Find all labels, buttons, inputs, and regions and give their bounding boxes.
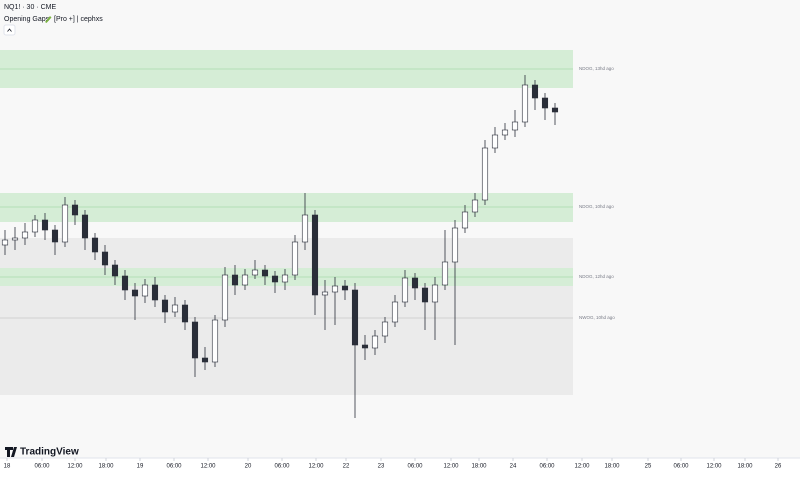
- edit-icon[interactable]: [45, 16, 52, 23]
- x-tick-label: 25: [645, 464, 652, 470]
- brand-logo: [5, 447, 17, 457]
- candle-body: [271, 275, 279, 283]
- candle-body: [521, 84, 529, 123]
- x-tick-label: 06:00: [673, 464, 689, 470]
- candle-body: [281, 274, 289, 283]
- candle-body: [231, 274, 239, 286]
- candle-body: [531, 84, 539, 99]
- x-tick-label: 18:00: [471, 464, 487, 470]
- candle-body: [101, 251, 109, 266]
- candle-body: [211, 319, 219, 363]
- candle-body: [311, 214, 319, 296]
- candle-body: [81, 214, 89, 239]
- candle-body: [391, 301, 399, 323]
- gap-label: NDOG, 10hd ago: [579, 204, 614, 209]
- x-tick-label: 12:00: [443, 464, 459, 470]
- candle-body: [291, 241, 299, 276]
- x-tick-label: 06:00: [34, 464, 50, 470]
- candle-body: [481, 147, 489, 201]
- x-axis: 18 06:00 12:00 18:00 19 06:00 12:00 20 06:00 12:0…: [4, 458, 782, 470]
- gap-label: NDOG, 12hd ago: [579, 274, 614, 279]
- candle-body: [411, 277, 419, 289]
- candle-body: [71, 204, 79, 216]
- candle-body: [491, 134, 499, 149]
- candle-body: [401, 277, 409, 303]
- indicator-settings[interactable]: [Pro +] | cephxs: [54, 16, 103, 23]
- x-tick-label: 18:00: [737, 464, 753, 470]
- x-tick-label: 19: [137, 464, 144, 470]
- candle-body: [261, 269, 269, 277]
- candle-body: [421, 287, 429, 303]
- candle-body: [181, 304, 189, 323]
- candle-body: [171, 304, 179, 313]
- candle-body: [541, 97, 549, 109]
- x-tick-label: 24: [510, 464, 517, 470]
- gap-label: NWOG, 10hd ago: [579, 315, 615, 320]
- x-tick-label: 12:00: [574, 464, 590, 470]
- x-tick-label: 22: [343, 464, 350, 470]
- candle-body: [11, 237, 19, 241]
- x-tick-label: 23: [378, 464, 385, 470]
- candle-body: [221, 274, 229, 321]
- candle-body: [331, 285, 339, 293]
- candle-body: [341, 285, 349, 291]
- candle-body: [61, 204, 69, 243]
- candle-body: [471, 199, 479, 213]
- candle-body: [441, 261, 449, 286]
- x-tick-label: 06:00: [407, 464, 423, 470]
- zones: NWOG, 10hd ago NDOG, 13hd ago NDOG, 10hd a…: [0, 50, 615, 395]
- candle-body: [241, 274, 249, 286]
- x-tick-label: 12:00: [67, 464, 83, 470]
- candle-body: [201, 357, 209, 363]
- candle-body: [371, 335, 379, 349]
- chart-title: NQ1! · 30 · CME: [4, 4, 56, 11]
- candle-body: [151, 284, 159, 301]
- candle-body: [161, 299, 169, 313]
- candle-body: [21, 231, 29, 239]
- gap-label: NDOG, 13hd ago: [579, 66, 614, 71]
- candle-body: [31, 219, 39, 233]
- candle-body: [361, 344, 369, 349]
- x-tick-label: 18:00: [604, 464, 620, 470]
- x-tick-label: 18: [4, 464, 11, 470]
- collapse-icon: [7, 28, 12, 32]
- candle-body: [91, 237, 99, 253]
- candle-body: [41, 219, 49, 231]
- candle-body: [111, 264, 119, 277]
- x-tick-label: 06:00: [274, 464, 290, 470]
- x-tick-label: 06:00: [166, 464, 182, 470]
- x-tick-label: 12:00: [200, 464, 216, 470]
- candle-body: [301, 214, 309, 243]
- candle-body: [121, 275, 129, 291]
- candle-body: [51, 229, 59, 243]
- candle-body: [141, 284, 149, 297]
- candle-body: [191, 321, 199, 359]
- x-tick-label: 18:00: [98, 464, 114, 470]
- x-tick-label: 06:00: [539, 464, 555, 470]
- candle-body: [501, 129, 509, 136]
- candle-body: [351, 289, 359, 346]
- candle-body: [321, 291, 329, 296]
- x-tick-label: 12:00: [706, 464, 722, 470]
- candle-body: [251, 269, 259, 276]
- candle-body: [381, 321, 389, 337]
- candle-body: [511, 121, 519, 131]
- candle-body: [131, 289, 139, 297]
- candle-body: [451, 227, 459, 263]
- candle-body: [431, 284, 439, 303]
- indicator-name: Opening Gaps: [4, 16, 50, 23]
- x-tick-label: 20: [245, 464, 252, 470]
- gap-zone: [0, 238, 573, 395]
- x-tick-label: 26: [775, 464, 782, 470]
- candle-body: [1, 239, 9, 246]
- x-tick-label: 12:00: [308, 464, 324, 470]
- brand-name: TradingView: [20, 447, 79, 458]
- candle-body: [461, 211, 469, 229]
- candle-body: [551, 107, 559, 113]
- candles: [1, 75, 559, 418]
- collapse-button[interactable]: [3, 24, 16, 36]
